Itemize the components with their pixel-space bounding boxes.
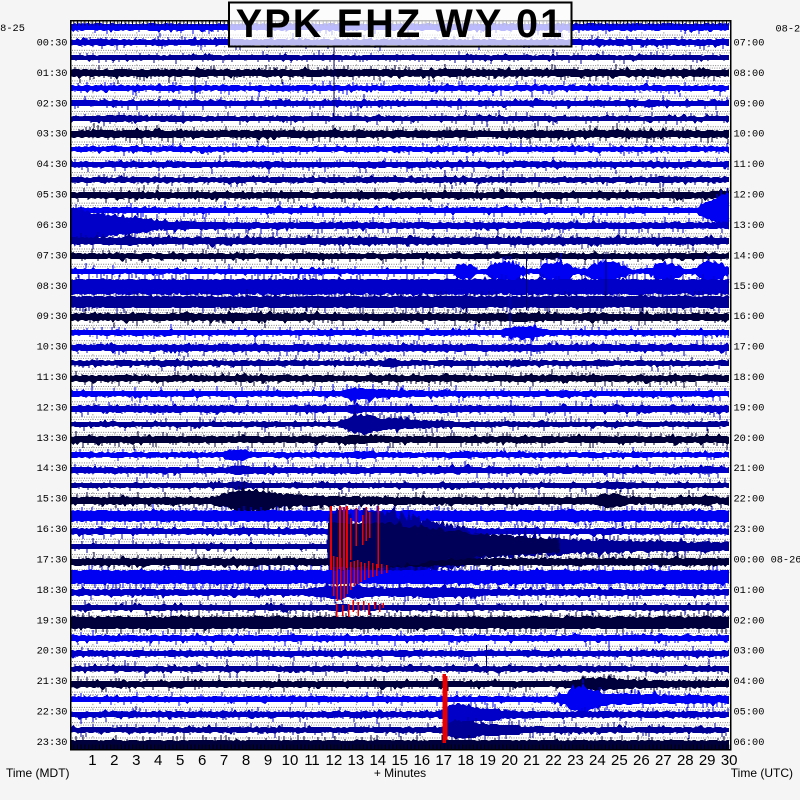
svg-text:01:30: 01:30 bbox=[37, 68, 68, 80]
svg-text:00:00 08-26: 00:00 08-26 bbox=[734, 555, 800, 567]
svg-text:18:00: 18:00 bbox=[734, 372, 765, 384]
svg-text:20:00: 20:00 bbox=[734, 433, 765, 445]
svg-text:17:30: 17:30 bbox=[37, 555, 68, 567]
svg-text:1: 1 bbox=[88, 752, 96, 769]
svg-text:12:30: 12:30 bbox=[37, 402, 68, 414]
svg-text:07:00: 07:00 bbox=[734, 38, 765, 50]
svg-text:06:00: 06:00 bbox=[734, 737, 765, 749]
svg-text:07:30: 07:30 bbox=[37, 250, 68, 262]
svg-text:03:00: 03:00 bbox=[734, 646, 765, 658]
svg-text:09:30: 09:30 bbox=[37, 311, 68, 323]
svg-text:22: 22 bbox=[545, 752, 562, 769]
svg-text:21:00: 21:00 bbox=[734, 463, 765, 475]
svg-text:2: 2 bbox=[110, 752, 118, 769]
svg-text:9: 9 bbox=[264, 752, 272, 769]
svg-text:18:30: 18:30 bbox=[37, 585, 68, 597]
svg-text:08:00: 08:00 bbox=[734, 68, 765, 80]
svg-text:11:00: 11:00 bbox=[734, 159, 765, 171]
svg-text:15:00: 15:00 bbox=[734, 281, 765, 293]
svg-text:04:00: 04:00 bbox=[734, 676, 765, 688]
svg-text:28: 28 bbox=[677, 752, 694, 769]
svg-text:15: 15 bbox=[391, 752, 408, 769]
svg-text:02:00: 02:00 bbox=[734, 615, 765, 627]
svg-text:15:30: 15:30 bbox=[37, 494, 68, 506]
svg-text:14:30: 14:30 bbox=[37, 463, 68, 475]
svg-text:11: 11 bbox=[304, 752, 320, 769]
svg-text:06:30: 06:30 bbox=[37, 220, 68, 232]
svg-text:12:00: 12:00 bbox=[734, 190, 765, 202]
svg-text:23: 23 bbox=[567, 752, 584, 769]
svg-text:17:00: 17:00 bbox=[734, 342, 765, 354]
svg-text:7: 7 bbox=[220, 752, 228, 769]
svg-text:19:00: 19:00 bbox=[734, 402, 765, 414]
svg-text:24: 24 bbox=[589, 752, 606, 769]
svg-text:18: 18 bbox=[457, 752, 474, 769]
svg-text:16:00: 16:00 bbox=[734, 311, 765, 323]
svg-text:30: 30 bbox=[721, 752, 738, 769]
svg-text:21:30: 21:30 bbox=[37, 676, 68, 688]
svg-text:05:30: 05:30 bbox=[37, 190, 68, 202]
svg-text:20:30: 20:30 bbox=[37, 646, 68, 658]
svg-text:29: 29 bbox=[699, 752, 716, 769]
svg-text:23:00: 23:00 bbox=[734, 524, 765, 536]
svg-text:13: 13 bbox=[348, 752, 365, 769]
svg-text:01:00: 01:00 bbox=[734, 585, 765, 597]
svg-text:02:30: 02:30 bbox=[37, 98, 68, 110]
svg-text:11:30: 11:30 bbox=[37, 372, 68, 384]
svg-text:08:30: 08:30 bbox=[37, 281, 68, 293]
svg-text:22:30: 22:30 bbox=[37, 707, 68, 719]
svg-text:4: 4 bbox=[154, 752, 162, 769]
svg-text:YPK EHZ WY 01: YPK EHZ WY 01 bbox=[236, 2, 565, 46]
svg-text:3: 3 bbox=[132, 752, 140, 769]
svg-text:Time (MDT): Time (MDT) bbox=[6, 766, 70, 780]
svg-text:27: 27 bbox=[655, 752, 672, 769]
svg-text:10:30: 10:30 bbox=[37, 342, 68, 354]
svg-text:14:00: 14:00 bbox=[734, 250, 765, 262]
svg-text:21: 21 bbox=[523, 752, 540, 769]
svg-text:10:00: 10:00 bbox=[734, 129, 765, 141]
svg-text:08-26: 08-26 bbox=[776, 24, 800, 36]
svg-text:16:30: 16:30 bbox=[37, 524, 68, 536]
svg-text:19: 19 bbox=[479, 752, 496, 769]
svg-text:25: 25 bbox=[611, 752, 628, 769]
svg-text:6: 6 bbox=[198, 752, 206, 769]
svg-text:16: 16 bbox=[413, 752, 430, 769]
svg-text:13:00: 13:00 bbox=[734, 220, 765, 232]
svg-text:20: 20 bbox=[501, 752, 518, 769]
svg-text:Time (UTC): Time (UTC) bbox=[731, 766, 793, 780]
svg-text:05:00: 05:00 bbox=[734, 707, 765, 719]
svg-text:03:30: 03:30 bbox=[37, 129, 68, 141]
svg-text:8: 8 bbox=[242, 752, 250, 769]
svg-text:22:00: 22:00 bbox=[734, 494, 765, 506]
svg-text:17: 17 bbox=[435, 752, 452, 769]
svg-text:09:00: 09:00 bbox=[734, 98, 765, 110]
svg-text:04:30: 04:30 bbox=[37, 159, 68, 171]
svg-text:19:30: 19:30 bbox=[37, 615, 68, 627]
svg-text:23:30: 23:30 bbox=[37, 737, 68, 749]
svg-text:26: 26 bbox=[633, 752, 650, 769]
svg-text:14: 14 bbox=[369, 752, 386, 769]
svg-text:+ Minutes: + Minutes bbox=[374, 766, 426, 780]
svg-text:13:30: 13:30 bbox=[37, 433, 68, 445]
svg-text:10: 10 bbox=[282, 752, 299, 769]
svg-text:08-25: 08-25 bbox=[0, 23, 25, 35]
svg-text:5: 5 bbox=[176, 752, 184, 769]
svg-text:00:30: 00:30 bbox=[37, 38, 68, 50]
svg-text:12: 12 bbox=[326, 752, 343, 769]
